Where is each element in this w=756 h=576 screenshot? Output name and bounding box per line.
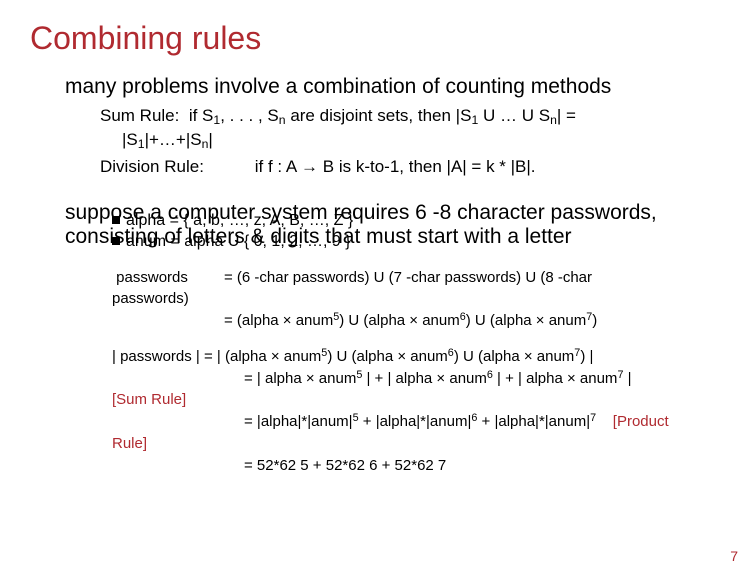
division-rule-block: Division Rule: if f : A → B is k-to-1, t… bbox=[100, 155, 726, 179]
numeric-line: = 52*62 5 + 52*62 6 + 52*62 7 bbox=[112, 455, 726, 477]
product-tag: [Product bbox=[613, 413, 669, 430]
slide-title: Combining rules bbox=[30, 20, 726, 57]
page-number: 7 bbox=[730, 548, 738, 564]
division-rule-label: Division Rule: bbox=[100, 155, 250, 179]
abs-passwords-line3: = |alpha|*|anum|5 + |alpha|*|anum|6 + |a… bbox=[112, 411, 726, 433]
sum-rule-tag: [Sum Rule] bbox=[112, 389, 726, 411]
intro-text: many problems involve a combination of c… bbox=[65, 75, 726, 99]
abs-passwords-line2: = | alpha × anum5 | + | alpha × anum6 | … bbox=[112, 368, 726, 390]
sum-rule-line2: |S1|+…+|Sn| bbox=[122, 129, 726, 153]
division-rule-text: if f : A → B is k-to-1, then |A| = k * |… bbox=[255, 157, 536, 176]
abs-passwords-line1: | passwords | = | (alpha × anum5) U (alp… bbox=[112, 346, 726, 368]
sum-rule-block: Sum Rule: if S1, . . . , Sn are disjoint… bbox=[100, 105, 726, 153]
passwords-derivation: passwords = (6 -char passwords) U (7 -ch… bbox=[112, 267, 726, 332]
bullet-icon bbox=[112, 237, 120, 245]
sum-rule-label: Sum Rule: bbox=[100, 106, 179, 125]
bullet-icon bbox=[112, 216, 120, 224]
rule-tag-line: Rule] bbox=[112, 433, 726, 455]
